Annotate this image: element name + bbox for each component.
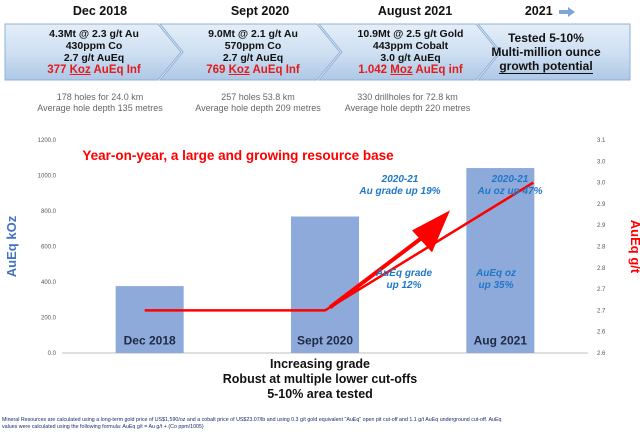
y-tick-label: 800.0 bbox=[41, 209, 57, 215]
y2-tick-label: 3.0 bbox=[597, 159, 606, 165]
stage-3-tonnage: 10.9Mt @ 2.5 g/t Gold bbox=[357, 27, 464, 40]
y-tick-label: 1200.0 bbox=[38, 138, 57, 144]
summary-line-2: Robust at multiple lower cut-offs bbox=[222, 372, 418, 386]
stage-2-tonnage: 9.0Mt @ 2.1 g/t Au bbox=[208, 27, 298, 40]
stage-3-cobalt: 443ppm Cobalt bbox=[372, 39, 449, 52]
y-tick-label: 400.0 bbox=[41, 280, 57, 286]
grade-line bbox=[144, 181, 534, 312]
category-label-1: Dec 2018 bbox=[124, 334, 176, 348]
stage-3-note: 330 drillholes for 72.8 km Average hole … bbox=[325, 92, 490, 114]
final-stage: Tested 5-10% Multi-million ounce growth … bbox=[476, 24, 616, 80]
y2-tick-label: 3.1 bbox=[597, 138, 606, 144]
stage-2: 9.0Mt @ 2.1 g/t Au 570ppm Co 2.7 g/t AuE… bbox=[183, 24, 323, 80]
final-line-3: growth potential bbox=[499, 58, 593, 74]
summary: Increasing grade Robust at multiple lowe… bbox=[170, 357, 470, 402]
stage-2-holes: 257 holes 53.8 km bbox=[221, 92, 295, 102]
y2-axis-title: AuEq g/t bbox=[628, 220, 640, 274]
annotation-2-line-2: up 35% bbox=[478, 280, 513, 291]
annotation-1-line-2: up 12% bbox=[386, 280, 421, 291]
footnote-line-1: Mineral Resources are calculated using a… bbox=[2, 417, 502, 423]
resource-chart: 0.0 200.0 400.0 600.0 800.0 1000.0 1200.0 2.6 2.… bbox=[4, 138, 640, 355]
stage-year-3: August 2021 bbox=[377, 4, 453, 18]
chevron-final bbox=[476, 23, 631, 81]
stage-2-aueq: 2.7 g/t AuEq bbox=[222, 51, 284, 64]
stage-1-note: 178 holes for 24.0 km Average hole depth… bbox=[20, 92, 180, 114]
final-line-2: Multi-million ounce bbox=[491, 44, 601, 59]
y-tick-label: 200.0 bbox=[41, 316, 57, 322]
y-tick-label: 1000.0 bbox=[38, 174, 57, 180]
stage-1-holes: 178 holes for 24.0 km bbox=[56, 92, 144, 102]
timeline-chevrons bbox=[4, 23, 631, 81]
stage-year-1: Dec 2018 bbox=[72, 4, 128, 18]
final-year-label: 2021 bbox=[524, 4, 553, 18]
stage-1-aueq: 2.7 g/t AuEq bbox=[63, 51, 125, 64]
summary-line-1: Increasing grade bbox=[269, 357, 371, 371]
y-axis-title: AuEq kOz bbox=[4, 215, 19, 277]
footnote: Mineral Resources are calculated using a… bbox=[2, 417, 638, 431]
annotation-1-line-1: AuEq grade bbox=[375, 268, 433, 279]
y2-tick-label: 2.7 bbox=[597, 308, 606, 314]
final-line-1: Tested 5-10% bbox=[508, 30, 584, 45]
y-tick-label: 600.0 bbox=[41, 245, 57, 251]
category-label-3: Aug 2021 bbox=[474, 334, 528, 348]
chevron-stage-2 bbox=[158, 23, 341, 81]
annotation-3-line-2: Au grade up 19% bbox=[358, 186, 440, 197]
y2-tick-label: 2.9 bbox=[597, 202, 606, 208]
stage-2-depth: Average hole depth 209 metres bbox=[195, 103, 321, 113]
y2-tick-label: 2.6 bbox=[597, 330, 606, 336]
chevron-stage-1 bbox=[4, 23, 182, 81]
stage-1-depth: Average hole depth 135 metres bbox=[37, 103, 163, 113]
stage-2-ounces: 769 Koz AuEq Inf bbox=[206, 63, 300, 76]
y2-tick-label: 3.0 bbox=[597, 181, 606, 187]
stage-3-holes: 330 drillholes for 72.8 km bbox=[357, 92, 458, 102]
y2-tick-label: 2.7 bbox=[597, 287, 606, 293]
stage-3: 10.9Mt @ 2.5 g/t Gold 443ppm Cobalt 3.0 … bbox=[338, 24, 483, 80]
annotation-4-line-2: Au oz up 47% bbox=[476, 186, 542, 197]
y2-tick-label: 2.8 bbox=[597, 245, 606, 251]
chevron-stage-3 bbox=[317, 23, 500, 81]
summary-line-3: 5-10% area tested bbox=[267, 387, 373, 401]
y2-tick-label: 2.8 bbox=[597, 266, 606, 272]
stage-2-cobalt: 570ppm Co bbox=[224, 39, 282, 52]
y2-tick-label: 2.6 bbox=[597, 351, 606, 355]
bar-2 bbox=[291, 216, 359, 353]
stage-1-ounces: 377 Koz AuEq Inf bbox=[47, 63, 141, 76]
bar-3 bbox=[466, 168, 535, 353]
footnote-line-2: values were calculated using the followi… bbox=[2, 424, 204, 430]
stage-1: 4.3Mt @ 2.3 g/t Au 430ppm Co 2.7 g/t AuE… bbox=[24, 24, 164, 80]
final-year: 2021 bbox=[510, 4, 590, 18]
stage-1-cobalt: 430ppm Co bbox=[65, 39, 123, 52]
stage-2-note: 257 holes 53.8 km Average hole depth 209… bbox=[178, 92, 338, 114]
y2-tick-label: 2.9 bbox=[597, 223, 606, 229]
stage-1-tonnage: 4.3Mt @ 2.3 g/t Au bbox=[49, 27, 139, 40]
stage-3-aueq: 3.0 g/t AuEq bbox=[380, 51, 441, 64]
stage-year-2: Sept 2020 bbox=[230, 4, 290, 18]
y-tick-label: 0.0 bbox=[48, 351, 57, 355]
category-label-2: Sept 2020 bbox=[297, 334, 353, 348]
annotation-3-line-1: 2020-21 bbox=[381, 174, 419, 185]
arrow-right-icon bbox=[559, 6, 576, 17]
trend-arrow-head bbox=[412, 210, 450, 253]
annotation-2-line-1: AuEq oz bbox=[475, 268, 516, 279]
stage-3-ounces: 1.042 Moz AuEq inf bbox=[358, 63, 463, 76]
annotation-4-line-1: 2020-21 bbox=[491, 174, 529, 185]
stage-3-depth: Average hole depth 220 metres bbox=[344, 103, 471, 113]
bar-1 bbox=[115, 286, 184, 353]
trend-arrow-shaft bbox=[328, 233, 427, 309]
chart-title: Year-on-year, a large and growing resour… bbox=[82, 148, 394, 163]
